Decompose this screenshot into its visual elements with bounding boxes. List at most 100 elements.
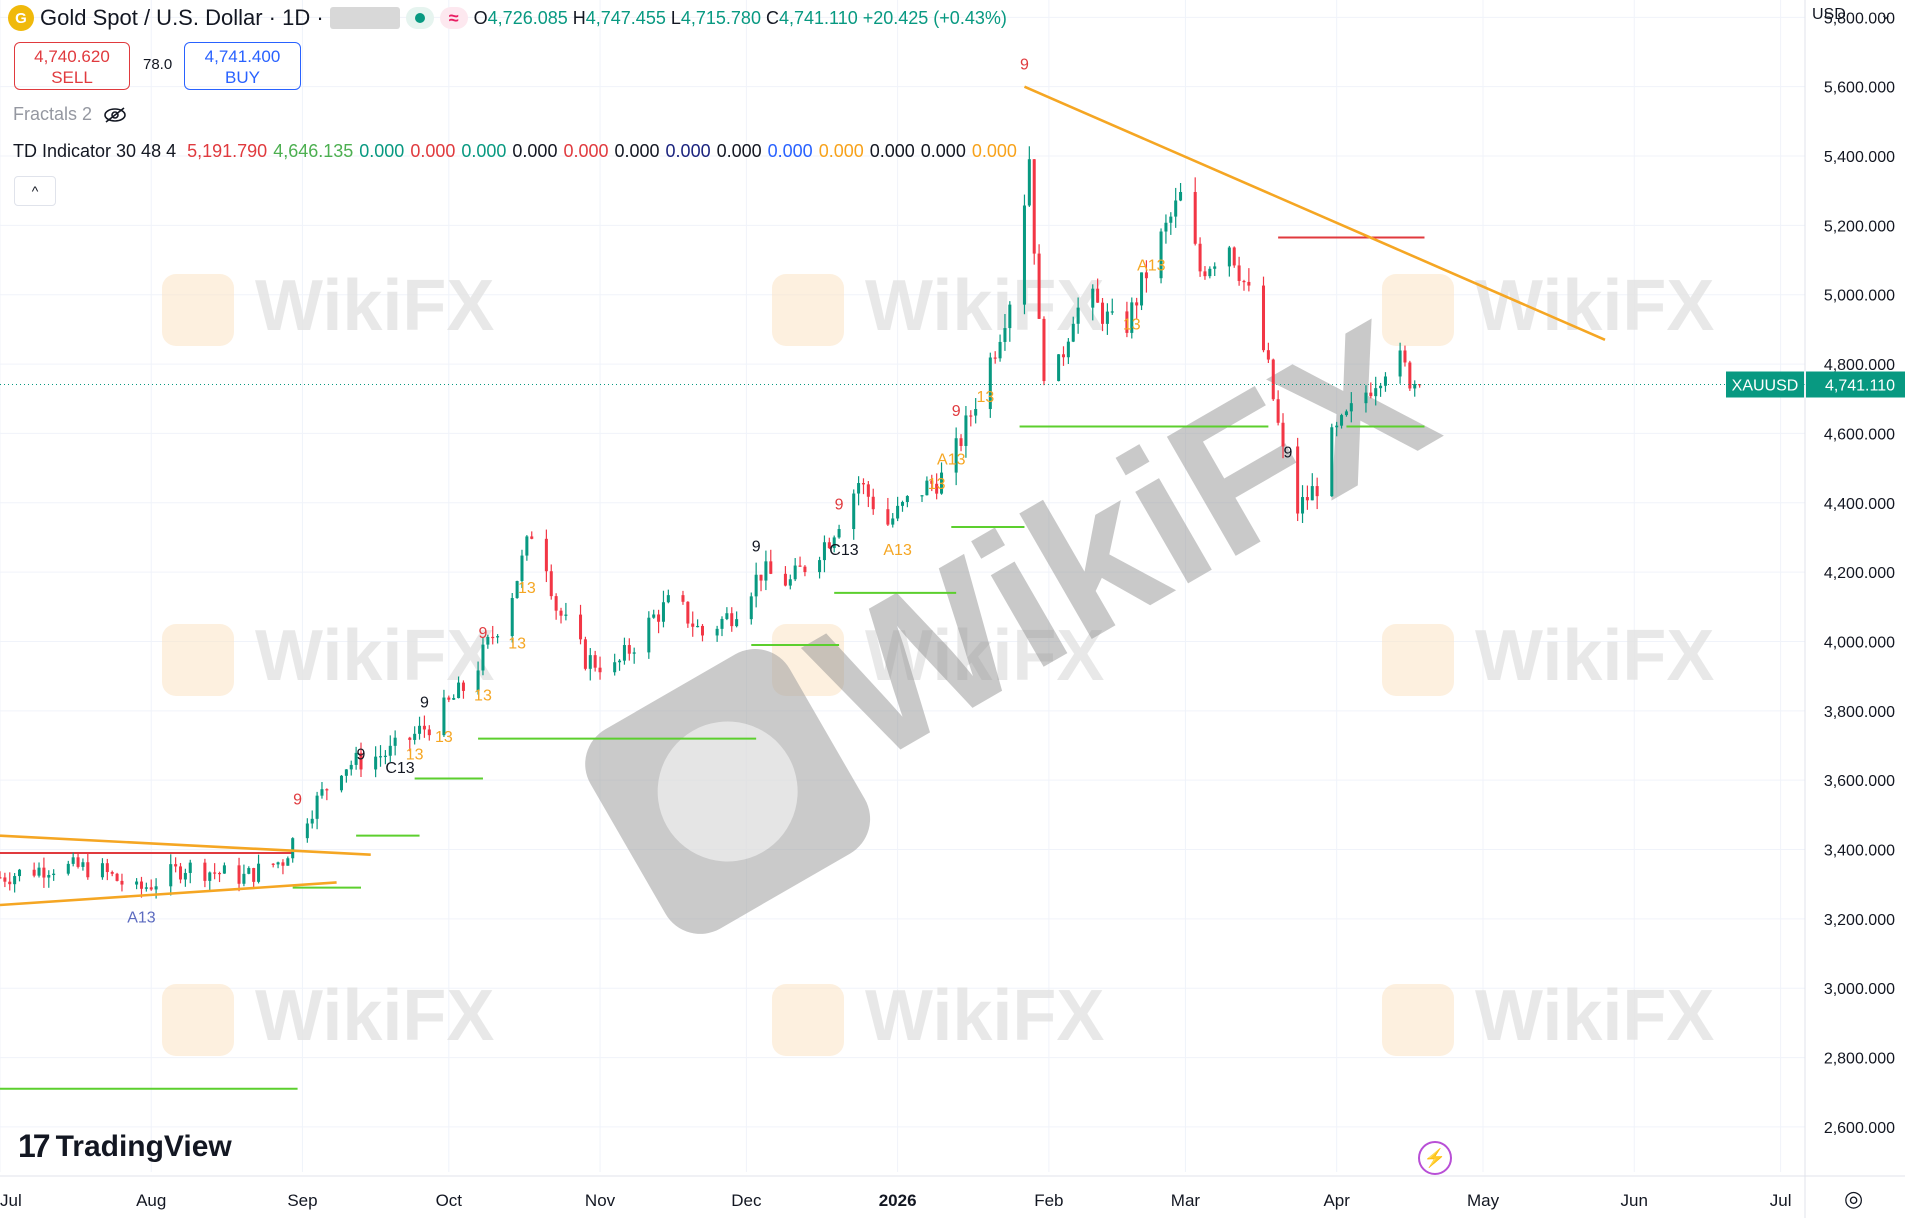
candle-body [579,614,583,640]
candle-up [652,609,656,619]
candle-down [1198,237,1202,277]
td-annotation: 9 [357,746,366,763]
candle-up [696,619,700,628]
candle-body [793,565,797,580]
y-tick-label: 5,800.000 [1824,10,1895,27]
candle-down [252,867,256,888]
candle-body [1271,359,1275,400]
td-annotation: 13 [406,746,424,763]
candle-up [379,745,383,767]
candle-down [359,742,363,777]
candle-up [749,592,753,625]
candle-down [32,862,36,878]
candle-body [1105,311,1109,324]
candle-body [257,863,261,882]
candle-body [1237,265,1241,281]
candle-body [325,789,329,791]
td-annotation: 9 [479,625,488,642]
candle-up [1027,146,1031,207]
candle-body [788,579,792,586]
candle-body [476,670,480,691]
candle-up [100,858,104,880]
td-value-3: 0.000 [410,141,456,161]
candle-up [476,661,480,695]
candle-down [935,473,939,500]
y-tick-label: 5,600.000 [1824,80,1895,97]
collapse-legend-button[interactable]: ^ [14,176,56,206]
symbol-title[interactable]: Gold Spot / U.S. Dollar · 1D · [40,5,324,30]
candle-body [622,645,626,661]
y-tick-label: 4,000.000 [1824,634,1895,651]
candle-body [8,881,12,885]
x-tick-label: Jul [0,1191,22,1210]
td-annotation: 9 [952,403,961,420]
candle-down [1408,360,1412,391]
candle-up [1105,303,1109,335]
candle-body [1305,497,1309,501]
data-mode-icon[interactable]: ≈ [439,7,468,29]
settings-icon[interactable]: ◎ [1844,1186,1864,1211]
candle-body [969,415,973,417]
candle-down [783,566,787,587]
candles [0,146,1422,899]
candle-body [1174,200,1178,217]
candle-up [388,735,392,763]
candle-body [657,614,661,622]
candle-body [496,636,500,638]
candle-body [735,619,739,627]
x-tick-label: Feb [1034,1191,1063,1210]
candle-up [940,462,944,495]
change-value: +20.425 (+0.43%) [862,7,1007,28]
candle-body [827,542,831,549]
currency-selector[interactable]: USD [1812,6,1846,23]
candle-up [1071,316,1075,343]
candle-down [491,625,495,645]
candle-body [822,542,826,561]
fractals-label: Fractals 2 [13,104,93,124]
wikifx-logo-icon [1382,274,1454,346]
candle-down [959,434,963,452]
candle-up [1301,485,1305,523]
high-label: H [572,7,586,28]
buy-button[interactable]: 4,741.400 BUY [184,42,301,90]
candle-up [900,500,905,512]
candle-body [583,639,587,669]
candle-body [427,729,431,736]
candle-up [1383,372,1387,392]
candle-body [183,872,187,880]
tradingview-logo[interactable]: 17 TradingView [18,1128,232,1165]
candle-up [418,716,422,740]
wikifx-watermark-text: WikiFX [255,976,494,1056]
td-value-11: 0.000 [818,141,864,161]
candle-body [852,493,856,530]
candle-body [442,697,446,736]
td-value-5: 0.000 [512,141,558,161]
candle-down [3,872,7,888]
lightning-icon[interactable]: ⚡ [1418,1141,1452,1175]
candle-up [764,550,768,591]
candle-up [1398,342,1402,384]
x-tick-label: Oct [436,1191,463,1210]
candle-down [1096,278,1100,303]
candle-up [496,634,500,644]
candle-down [203,858,207,888]
sell-button[interactable]: 4,740.620 SELL [14,42,130,90]
chevron-down-icon[interactable]: ⌄ [1880,6,1892,22]
market-open-icon[interactable] [405,7,434,29]
fractals-indicator[interactable]: Fractals 2 [13,104,128,125]
candle-up [344,769,348,783]
candle-body [320,789,324,796]
td-annotation: A13 [883,542,912,559]
candle-body [730,613,734,627]
hidden-eye-icon[interactable] [102,106,128,124]
candle-body [1037,253,1041,319]
td-indicator-legend[interactable]: TD Indicator 30 48 4 5,191.790 4,646.135 0… [13,141,1023,162]
y-tick-label: 3,600.000 [1824,773,1895,790]
candle-up [852,489,856,540]
candle-body [3,877,7,882]
candle-body [754,574,758,597]
grid [0,0,1805,1172]
candle-body [940,472,944,494]
candle-body [1198,243,1202,272]
